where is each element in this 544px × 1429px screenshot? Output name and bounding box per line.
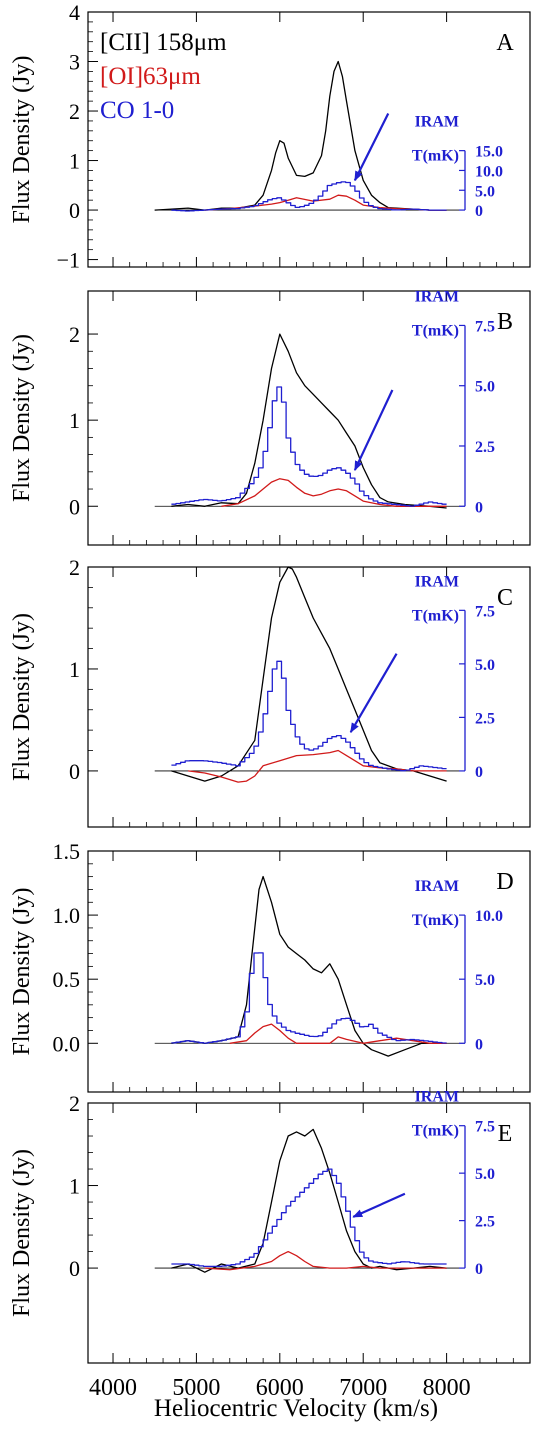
y-tick-label: 1.0 xyxy=(53,903,81,928)
iram-arrow xyxy=(349,653,398,734)
iram-axis-title: IRAM xyxy=(415,878,459,895)
x-axis-title: Heliocentric Velocity (km/s) xyxy=(154,1395,438,1422)
iram-axis-title: IRAM xyxy=(415,573,459,590)
y-tick-label: 0 xyxy=(69,759,80,784)
co-line xyxy=(171,386,447,507)
iram-axis-unit: T(mK) xyxy=(412,148,459,165)
iram-arrow xyxy=(353,113,390,182)
iram-tick-label: 0 xyxy=(475,1036,483,1053)
iram-tick-label: 0 xyxy=(475,764,483,781)
x-tick-label: 4000 xyxy=(89,1375,137,1401)
iram-tick-label: 15.0 xyxy=(475,144,503,161)
iram-tick-label: 5.0 xyxy=(475,657,495,674)
iram-axis-unit: T(mK) xyxy=(412,607,459,624)
x-tick-label: 6000 xyxy=(256,1375,304,1401)
oi-line xyxy=(204,194,447,211)
iram-arrow xyxy=(352,1192,406,1218)
iram-axis-title: IRAM xyxy=(415,1089,459,1106)
panel-letter: C xyxy=(497,585,513,611)
x-tick-label: 8000 xyxy=(423,1375,471,1401)
y-axis-title: Flux Density (Jy) xyxy=(9,56,35,224)
iram-tick-label: 10.0 xyxy=(475,163,503,180)
iram-tick-label: 5.0 xyxy=(475,1166,495,1183)
y-tick-label: 0 xyxy=(69,1256,80,1281)
y-tick-label: 1 xyxy=(69,408,80,433)
y-tick-label: −1 xyxy=(57,248,80,273)
y-tick-label: 4 xyxy=(69,0,80,25)
y-tick-label: 2 xyxy=(69,555,80,580)
iram-tick-label: 10.0 xyxy=(475,908,503,925)
panel-e: 0 1 2 Flux Density (Jy) 0 2.5 5.0 7.5 IRAM T(mK) E… xyxy=(9,1089,531,1401)
co-line xyxy=(171,660,447,772)
iram-tick-label: 7.5 xyxy=(475,1119,495,1136)
co-line xyxy=(171,1168,447,1268)
iram-tick-label: 7.5 xyxy=(475,318,495,335)
oi-line xyxy=(221,478,447,507)
iram-tick-label: 7.5 xyxy=(475,603,495,620)
panel-b: 0 1 2 Flux Density (Jy) 0 2.5 5.0 7.5 IRAM T(mK) B xyxy=(9,288,531,546)
y-tick-label: 0.5 xyxy=(53,967,81,992)
cii-line xyxy=(171,333,447,509)
panel-frame xyxy=(87,566,531,828)
legend-entry-cii: [CII] 158μm xyxy=(100,29,227,56)
iram-tick-label: 5.0 xyxy=(475,972,495,989)
y-tick-label: 1 xyxy=(69,149,80,174)
legend-entry-co: CO 1-0 xyxy=(100,97,174,124)
iram-tick-label: 0 xyxy=(475,499,483,516)
y-tick-label: 2 xyxy=(69,1091,80,1116)
y-tick-label: 0.0 xyxy=(53,1031,81,1056)
iram-axis-unit: T(mK) xyxy=(412,1123,459,1140)
iram-tick-label: 5.0 xyxy=(475,379,495,396)
x-tick-label: 7000 xyxy=(339,1375,387,1401)
legend-entry-oi: [OI]63μm xyxy=(100,63,201,90)
y-tick-label: 1 xyxy=(69,657,80,682)
panel-frame xyxy=(87,290,531,546)
iram-tick-label: 5.0 xyxy=(475,183,495,200)
y-axis-title: Flux Density (Jy) xyxy=(9,613,35,781)
iram-tick-label: 0 xyxy=(475,203,483,220)
oi-line xyxy=(204,1250,447,1271)
x-tick-label: 5000 xyxy=(172,1375,220,1401)
y-tick-label: 0 xyxy=(69,494,80,519)
panel-frame xyxy=(87,850,531,1093)
panel-letter: A xyxy=(496,30,514,56)
panel-d: 0.0 0.5 1.0 1.5 Flux Density (Jy) 0 5.0 10.0 IRA… xyxy=(9,839,531,1093)
y-tick-label: 2 xyxy=(69,322,80,347)
panel-frame xyxy=(87,11,531,268)
iram-tick-label: 0 xyxy=(475,1261,483,1278)
y-tick-label: 2 xyxy=(69,99,80,124)
y-axis-title: Flux Density (Jy) xyxy=(9,888,35,1056)
panel-a: −1 0 1 2 3 4 Flux Density (Jy) 0 5.0 10.0 15.0 IRAM… xyxy=(9,0,531,273)
iram-tick-label: 2.5 xyxy=(475,1214,495,1231)
y-axis-title: Flux Density (Jy) xyxy=(9,1149,35,1317)
cii-line xyxy=(171,1128,447,1273)
cii-line xyxy=(171,875,447,1057)
legend: [CII] 158μm [OI]63μm CO 1-0 xyxy=(100,29,227,124)
iram-axis-title: IRAM xyxy=(415,288,459,305)
y-tick-label: 1.5 xyxy=(53,839,81,864)
co-line xyxy=(171,952,447,1044)
oi-line xyxy=(188,749,447,783)
panel-c: 0 1 2 Flux Density (Jy) 0 2.5 5.0 7.5 IRAM T(mK) C xyxy=(9,555,531,828)
y-axis-title: Flux Density (Jy) xyxy=(9,334,35,502)
y-tick-label: 0 xyxy=(69,198,80,223)
panel-letter: E xyxy=(498,1121,513,1147)
panel-frame xyxy=(87,1102,531,1364)
y-tick-label: 3 xyxy=(69,50,80,75)
iram-arrow xyxy=(353,389,394,471)
co-line xyxy=(171,181,447,212)
iram-axis-unit: T(mK) xyxy=(412,322,459,339)
iram-tick-label: 2.5 xyxy=(475,710,495,727)
iram-axis-unit: T(mK) xyxy=(412,912,459,929)
y-tick-label: 1 xyxy=(69,1174,80,1199)
panel-letter: B xyxy=(497,309,513,335)
iram-tick-label: 2.5 xyxy=(475,439,495,456)
oi-line xyxy=(229,1023,447,1044)
panel-letter: D xyxy=(496,869,513,895)
iram-axis-title: IRAM xyxy=(415,114,459,131)
